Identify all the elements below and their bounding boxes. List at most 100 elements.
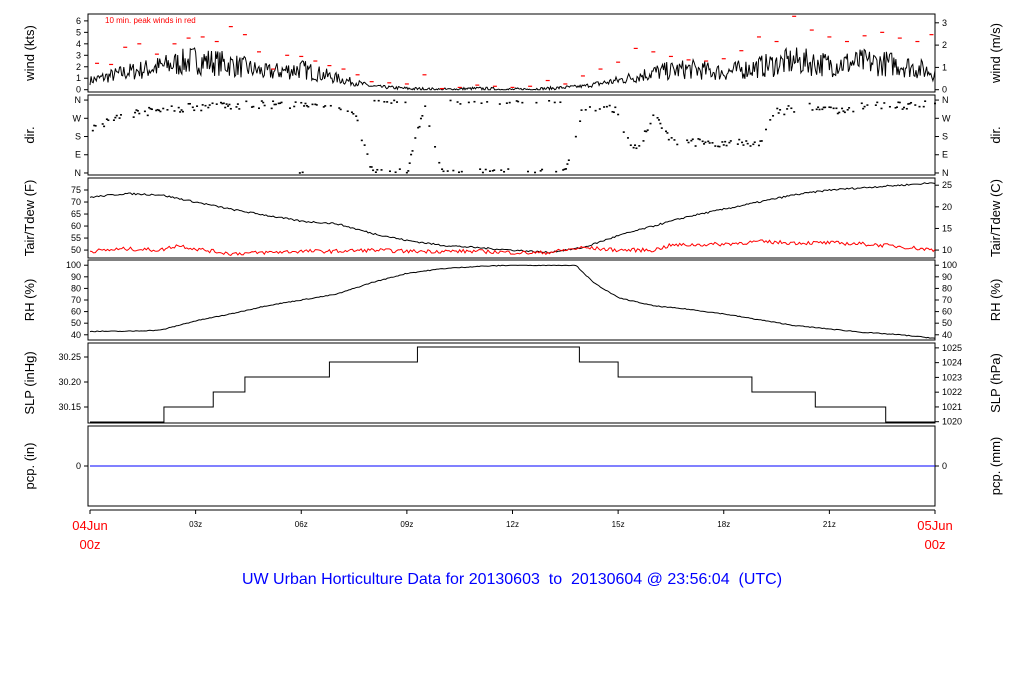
direction-point: [393, 99, 396, 102]
direction-point: [279, 102, 282, 105]
direction-point: [903, 106, 906, 109]
direction-point: [227, 105, 230, 107]
wind-series-wind: [89, 46, 936, 92]
direction-point: [486, 101, 489, 103]
rh-tick-label: 90: [71, 272, 81, 282]
direction-point: [222, 102, 225, 105]
direction-point: [555, 170, 558, 173]
direction-point: [488, 170, 491, 172]
rh-right-tick-label: 100: [942, 260, 957, 270]
direction-point: [452, 169, 455, 172]
x-tick-label: 21z: [823, 520, 836, 529]
direction-point: [288, 107, 291, 109]
temp-series-Tair: [89, 182, 936, 254]
direction-point: [135, 109, 138, 111]
direction-point: [729, 140, 732, 142]
dir-right-tick-label: N: [942, 95, 949, 105]
direction-point: [612, 111, 615, 114]
direction-point: [670, 137, 673, 139]
direction-point: [201, 104, 204, 106]
direction-point: [565, 168, 568, 170]
x-tick-label: 12z: [506, 520, 519, 529]
direction-point: [724, 140, 727, 143]
direction-point: [817, 106, 820, 109]
direction-point: [91, 129, 94, 132]
direction-point: [449, 99, 452, 102]
direction-point: [252, 105, 255, 108]
direction-point: [605, 105, 608, 108]
wind-line: [89, 46, 936, 92]
direction-point: [442, 170, 445, 173]
direction-point: [258, 107, 260, 110]
dir-right-tick-label: N: [942, 168, 949, 178]
direction-point: [156, 108, 159, 111]
direction-point: [180, 109, 183, 111]
direction-point: [304, 102, 307, 105]
direction-point: [473, 100, 476, 103]
direction-point: [103, 125, 106, 128]
direction-point: [665, 130, 668, 133]
direction-point: [626, 137, 629, 139]
direction-point: [829, 106, 832, 109]
dir-tick-label: E: [75, 150, 81, 160]
direction-point: [562, 169, 565, 171]
direction-point: [687, 141, 690, 144]
Tair-line: [89, 182, 936, 254]
direction-point: [752, 143, 755, 146]
direction-point: [146, 114, 149, 117]
direction-point: [721, 141, 724, 143]
direction-point: [836, 112, 839, 115]
direction-point: [219, 101, 222, 104]
direction-point: [441, 168, 444, 170]
direction-point: [350, 111, 353, 114]
direction-point: [132, 116, 135, 118]
direction-point: [138, 112, 141, 115]
direction-point: [338, 107, 341, 109]
direction-point: [749, 145, 752, 147]
direction-point: [694, 145, 697, 147]
direction-point: [843, 111, 846, 114]
direction-point: [170, 105, 173, 107]
direction-point: [888, 105, 891, 108]
direction-point: [162, 107, 165, 110]
direction-point: [456, 101, 459, 103]
rh-right-tick-label: 60: [942, 307, 952, 317]
dir-ylabel: dir.: [22, 126, 37, 143]
direction-point: [187, 103, 190, 105]
direction-point: [841, 107, 844, 110]
direction-point: [374, 171, 377, 173]
direction-point: [273, 103, 276, 106]
slp-right-tick-label: 1024: [942, 358, 962, 368]
direction-point: [603, 106, 606, 108]
temp-right-tick-label: 10: [942, 245, 952, 255]
direction-point: [901, 108, 904, 110]
direction-point: [300, 101, 303, 104]
direction-point: [643, 130, 646, 132]
direction-point: [298, 172, 301, 174]
direction-point: [498, 103, 501, 105]
direction-point: [507, 168, 510, 170]
direction-point: [314, 103, 317, 106]
direction-point: [594, 109, 597, 112]
x-tick-label: 15z: [612, 520, 625, 529]
direction-point: [424, 105, 427, 107]
direction-point: [860, 102, 863, 105]
direction-point: [377, 99, 380, 102]
direction-point: [115, 114, 118, 117]
direction-point: [598, 108, 601, 110]
direction-point: [307, 105, 310, 108]
wind-right-tick-label: 1: [942, 62, 947, 72]
wind-tick-label: 3: [76, 50, 81, 60]
direction-point: [907, 103, 910, 105]
slp-frame: [87, 342, 936, 424]
direction-point: [263, 104, 266, 107]
direction-point: [204, 104, 207, 107]
direction-point: [173, 110, 176, 112]
direction-point: [324, 105, 327, 107]
direction-point: [386, 101, 389, 103]
direction-point: [914, 104, 917, 106]
slp-ylabel: SLP (inHg): [22, 351, 37, 414]
direction-point: [521, 101, 524, 104]
direction-point: [196, 105, 199, 107]
direction-point: [260, 100, 263, 102]
